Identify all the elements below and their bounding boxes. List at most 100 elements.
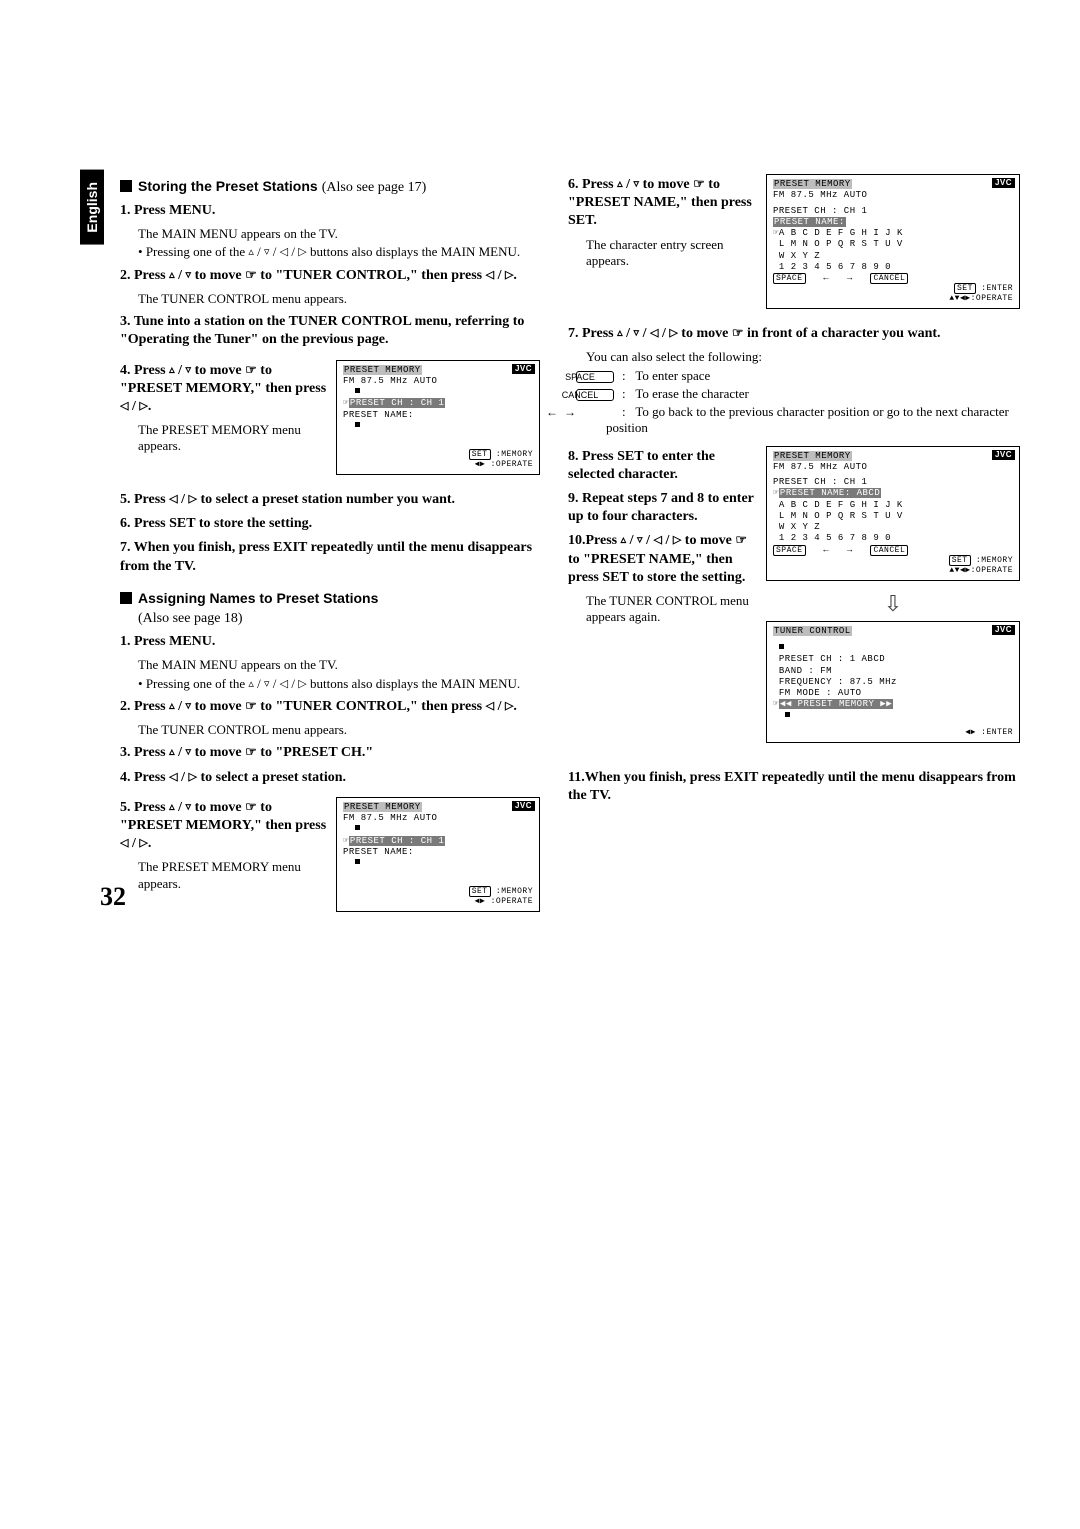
down-arrow-icon: ⇩ xyxy=(766,591,1020,617)
key-arrows: ← →: To go back to the previous characte… xyxy=(606,404,1020,436)
b-step1-b: 1. Press MENU. xyxy=(120,634,215,649)
b-step2: 2. Press ▵ / ▿ to move ☞ to "TUNER CONTR… xyxy=(120,698,540,716)
osd2-f2: ◀▶ :OPERATE xyxy=(343,897,533,907)
square-bullet-icon xyxy=(120,180,132,192)
a-step5: 5. Press ◁ / ▷ to select a preset statio… xyxy=(120,491,540,509)
tri-left-icon: ◁ xyxy=(120,837,128,849)
osd4-l3: PRESET CH : CH 1 xyxy=(773,477,1013,488)
a-step1: 1. Press MENU. xyxy=(120,202,540,220)
osd3-rw: W X Y Z xyxy=(773,251,1013,262)
r-step9: 9. Repeat steps 7 and 8 to enter up to f… xyxy=(568,490,758,526)
osd3-sp: SPACE ← → CANCEL xyxy=(773,273,1013,284)
a-step2-sub: The TUNER CONTROL menu appears. xyxy=(138,291,540,307)
hand-icon: ☞ xyxy=(735,532,747,547)
b-s1b2a: Pressing one of the xyxy=(146,676,249,691)
osd3-ra: ☞A B C D E F G H I J K xyxy=(773,228,1013,239)
tri-up-icon: ▵ xyxy=(621,534,627,546)
section-a-head: Storing the Preset Stations (Also see pa… xyxy=(120,178,540,196)
right-column: 6. Press ▵ / ▿ to move ☞ to "PRESET NAME… xyxy=(568,170,1020,922)
hand-icon: ☞ xyxy=(245,744,257,759)
b-s1b2b: buttons also displays the MAIN MENU. xyxy=(307,676,520,691)
b-s5b: to move xyxy=(191,800,245,815)
osd3-l4: PRESET NAME: xyxy=(773,217,1013,228)
osd4-rn: 1 2 3 4 5 6 7 8 9 0 xyxy=(773,533,1013,544)
hand-icon: ☞ xyxy=(245,362,257,377)
osd2-l4b xyxy=(343,858,533,869)
osd2-f1: SET :MEMORY xyxy=(343,887,533,897)
a-s4b: to move xyxy=(191,363,245,378)
jvc-logo: JVC xyxy=(992,450,1015,460)
hand-icon: ☞ xyxy=(732,325,744,340)
b-step2-sub: The TUNER CONTROL menu appears. xyxy=(138,722,540,738)
tri-right-icon: ▷ xyxy=(188,771,196,783)
r-s7c: in front of a character you want. xyxy=(744,326,941,341)
tri-left-icon: ◁ xyxy=(486,269,494,281)
osd-f2: ◀▶ :OPERATE xyxy=(343,460,533,470)
osd4-l4: ☞PRESET NAME: ABCD xyxy=(773,488,1013,499)
a-s2a: 2. Press xyxy=(120,268,169,283)
r-step6-sub: The character entry screen appears. xyxy=(586,237,758,270)
key-cancel: CANCEL: To erase the character xyxy=(606,386,1020,402)
osd3-rn: 1 2 3 4 5 6 7 8 9 0 xyxy=(773,262,1013,273)
jvc-logo: JVC xyxy=(512,364,535,374)
bullet-icon: • xyxy=(138,676,143,691)
osd3-rl: L M N O P Q R S T U V xyxy=(773,239,1013,250)
osd3-l1: PRESET MEMORY xyxy=(773,179,1013,190)
a-step4-wrap: JVC PRESET MEMORY FM 87.5 MHz AUTO ☞PRES… xyxy=(120,356,540,486)
space-key-icon: SPACE xyxy=(576,371,614,383)
a-s4a: 4. Press xyxy=(120,363,169,378)
tri-right-icon: ▷ xyxy=(139,400,147,412)
osd-l3: ☞PRESET CH : CH 1 xyxy=(343,398,533,409)
a-s1b2b: buttons also displays the MAIN MENU. xyxy=(307,244,520,259)
tri-up-icon: ▵ xyxy=(169,746,175,758)
left-right-arrow-icon: ← → xyxy=(576,405,614,420)
tri-left-icon: ◁ xyxy=(169,493,177,505)
r-s6b: to move xyxy=(639,177,693,192)
tri-down-icon: ▿ xyxy=(264,246,270,258)
osd2-l1: PRESET MEMORY xyxy=(343,802,533,813)
osd-l4b xyxy=(343,421,533,432)
jvc-logo: JVC xyxy=(512,801,535,811)
r-step8-10-row: 8. Press SET to enter the selected chara… xyxy=(568,442,1020,753)
a-step2: 2. Press ▵ / ▿ to move ☞ to "TUNER CONTR… xyxy=(120,267,540,285)
tri-left-icon: ◁ xyxy=(120,400,128,412)
osd3-f2: ▲▼◀▶:OPERATE xyxy=(773,294,1013,304)
a-step7: 7. When you finish, press EXIT repeatedl… xyxy=(120,539,540,575)
hand-icon: ☞ xyxy=(245,267,257,282)
a-step1-sub2: • Pressing one of the ▵ / ▿ / ◁ / ▷ butt… xyxy=(138,244,540,260)
section-b-head: Assigning Names to Preset Stations xyxy=(120,590,540,606)
r-s7a: 7. Press xyxy=(568,326,617,341)
section-b-title: Assigning Names to Preset Stations xyxy=(138,590,378,606)
r-s6a: 6. Press xyxy=(568,177,617,192)
osd-l2: FM 87.5 MHz AUTO xyxy=(343,376,533,387)
hand-icon: ☞ xyxy=(245,799,257,814)
osd-l1: PRESET MEMORY xyxy=(343,365,533,376)
osd2-l2b xyxy=(343,824,533,835)
a-step1-b: 1. Press MENU. xyxy=(120,203,215,218)
b-s3a: 3. Press xyxy=(120,745,169,760)
a-s2b: to move xyxy=(191,268,245,283)
a-step3: 3. Tune into a station on the TUNER CONT… xyxy=(120,313,540,349)
osd4-rl: L M N O P Q R S T U V xyxy=(773,511,1013,522)
tri-left-icon: ◁ xyxy=(169,771,177,783)
osd5-sq xyxy=(773,643,1013,654)
a-s5b: to select a preset station number you wa… xyxy=(197,492,455,507)
tri-left-icon: ◁ xyxy=(486,700,494,712)
osd5-hl: ☞◀◀ PRESET MEMORY ▶▶ xyxy=(773,699,1013,710)
b-s3b: to move xyxy=(191,745,245,760)
osd5-r4: FM MODE : AUTO xyxy=(773,688,1013,699)
section-a-title: Storing the Preset Stations xyxy=(138,178,318,194)
b-step5-wrap: JVC PRESET MEMORY FM 87.5 MHz AUTO ☞PRES… xyxy=(120,793,540,923)
b-s5d: . xyxy=(148,836,152,851)
osd4-f2: ▲▼◀▶:OPERATE xyxy=(773,566,1013,576)
tri-right-icon: ▷ xyxy=(139,837,147,849)
b-step3: 3. Press ▵ / ▿ to move ☞ to "PRESET CH." xyxy=(120,744,540,762)
r-step8: 8. Press SET to enter the selected chara… xyxy=(568,448,758,484)
r-step10-sub: The TUNER CONTROL menu appears again. xyxy=(586,593,758,626)
r-s10c: to "PRESET NAME," then press SET to stor… xyxy=(568,552,745,585)
cancel-key-icon: CANCEL xyxy=(576,389,614,401)
osd4-l2: FM 87.5 MHz AUTO xyxy=(773,462,1013,473)
tri-down-icon: ▿ xyxy=(634,327,640,339)
two-column-layout: Storing the Preset Stations (Also see pa… xyxy=(120,170,1020,922)
osd-tuner-control: JVC TUNER CONTROL PRESET CH : 1 ABCD BAN… xyxy=(766,621,1020,743)
